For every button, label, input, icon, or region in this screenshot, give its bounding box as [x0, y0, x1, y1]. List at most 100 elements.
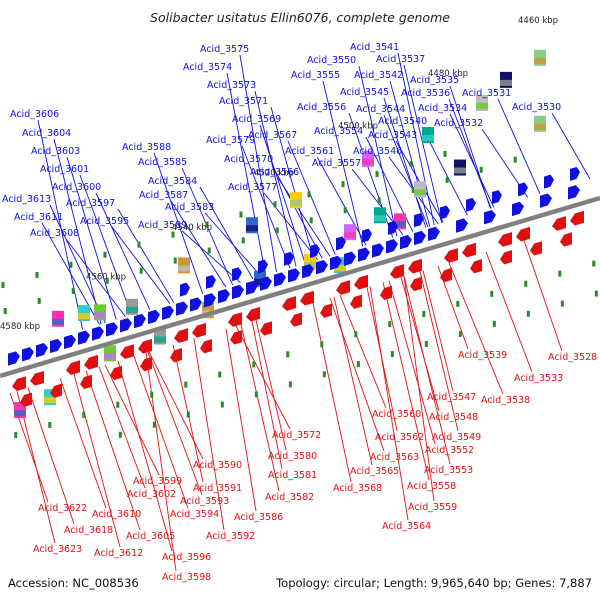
scale-label: 4540 kbp: [172, 223, 212, 233]
gene-label: Acid_3582: [265, 492, 314, 503]
tick-mark: [422, 310, 426, 317]
forward-gene-arrow: [274, 272, 286, 287]
reverse-gene-arrow: [66, 360, 80, 375]
gene-label: Acid_3556: [297, 102, 346, 113]
reverse-gene-arrow: [500, 250, 512, 265]
gene-label: Acid_3622: [38, 503, 87, 514]
tick-mark: [137, 241, 141, 248]
forward-gene-arrow: [258, 259, 268, 274]
feature-block: [52, 318, 64, 325]
forward-gene-arrow: [180, 282, 190, 297]
gene-label: Acid_3533: [514, 373, 563, 384]
label-connector: [79, 174, 132, 316]
label-connector: [270, 106, 315, 261]
forward-gene-arrow: [512, 201, 524, 217]
reverse-gene-arrow: [390, 264, 404, 279]
label-connector: [85, 370, 141, 531]
reverse-gene-arrow: [498, 232, 512, 247]
scale-label: 4460 kbp: [518, 16, 558, 26]
reverse-gene-arrow: [138, 338, 152, 354]
feature-block: [534, 57, 546, 64]
reverse-gene-arrow: [320, 303, 332, 318]
tick-mark: [341, 181, 345, 188]
tick-mark: [205, 221, 209, 228]
tick-mark: [560, 300, 564, 307]
label-connector: [403, 64, 443, 224]
tick-mark: [286, 351, 290, 358]
gene-label: Acid_3541: [350, 42, 399, 53]
label-connector: [403, 276, 435, 502]
label-connector: [104, 364, 160, 476]
tick-mark: [71, 287, 75, 294]
gene-label: Acid_3565: [350, 466, 399, 477]
tick-mark: [69, 261, 73, 268]
gene-label: Acid_3612: [94, 548, 143, 559]
genome-title: Solibacter usitatus Ellin6076, complete …: [150, 10, 450, 25]
label-connector: [271, 164, 323, 259]
label-connector: [259, 124, 306, 264]
tick-mark: [592, 260, 596, 267]
tick-mark: [443, 150, 447, 157]
gene-label: Acid_3575: [200, 44, 249, 55]
feature-block: [14, 410, 26, 417]
reverse-gene-arrow: [174, 328, 188, 343]
reverse-gene-arrow: [552, 216, 566, 231]
label-connector: [449, 113, 495, 208]
gene-label: Acid_3531: [462, 88, 511, 99]
tick-mark: [445, 176, 449, 183]
forward-gene-arrow: [134, 313, 146, 329]
tick-mark: [48, 421, 52, 428]
forward-gene-arrow: [232, 267, 242, 282]
tick-mark: [241, 237, 245, 244]
forward-gene-arrow: [302, 264, 314, 279]
reverse-gene-arrow: [228, 312, 242, 327]
gene-label: Acid_3567: [248, 130, 297, 141]
label-connector: [419, 271, 459, 432]
gene-label: Acid_3608: [30, 228, 79, 239]
gene-label: Acid_3597: [66, 198, 115, 209]
gene-label: Acid_3589: [138, 220, 187, 231]
tick-mark: [288, 381, 292, 388]
reverse-gene-arrow: [84, 354, 98, 370]
reverse-gene-arrow: [336, 280, 350, 295]
reverse-gene-arrow: [290, 312, 302, 327]
tick-mark: [103, 251, 107, 258]
tick-mark: [105, 277, 109, 284]
gene-label: Acid_3558: [407, 481, 456, 492]
forward-gene-arrow: [414, 213, 424, 228]
label-connector: [369, 286, 409, 521]
forward-gene-arrow: [466, 197, 476, 212]
label-connector: [53, 138, 102, 325]
label-connector: [329, 297, 385, 452]
label-connector: [382, 282, 430, 481]
tick-mark: [558, 270, 562, 277]
forward-gene-arrow: [232, 284, 244, 300]
feature-block: [362, 158, 374, 165]
scale-label: 4580 kbp: [0, 322, 40, 332]
forward-gene-arrow: [310, 244, 320, 259]
tick-mark: [254, 391, 258, 398]
forward-gene-arrow: [540, 193, 552, 208]
gene-label: Acid_3543: [368, 130, 417, 141]
reverse-gene-arrow: [410, 276, 422, 292]
reverse-gene-arrow: [170, 348, 182, 363]
label-connector: [133, 356, 189, 509]
gene-label: Acid_3532: [434, 118, 483, 129]
gene-label: Acid_3538: [481, 395, 530, 406]
label-connector: [383, 97, 427, 228]
tick-mark: [3, 308, 7, 315]
reverse-gene-arrow: [560, 232, 572, 247]
gene-label: Acid_3618: [64, 525, 113, 536]
gene-label: Acid_3623: [33, 544, 82, 555]
forward-gene-arrow: [414, 230, 426, 246]
gene-label: Acid_3593: [180, 496, 229, 507]
tick-mark: [186, 411, 190, 418]
tick-mark: [252, 361, 256, 368]
gene-label: Acid_3547: [427, 392, 476, 403]
forward-gene-arrow: [400, 235, 412, 250]
gene-label: Acid_3557: [312, 158, 361, 169]
gene-label: Acid_3559: [408, 502, 457, 513]
gene-label: Acid_3537: [376, 54, 425, 65]
feature-block: [154, 336, 166, 343]
tick-mark: [322, 371, 326, 378]
